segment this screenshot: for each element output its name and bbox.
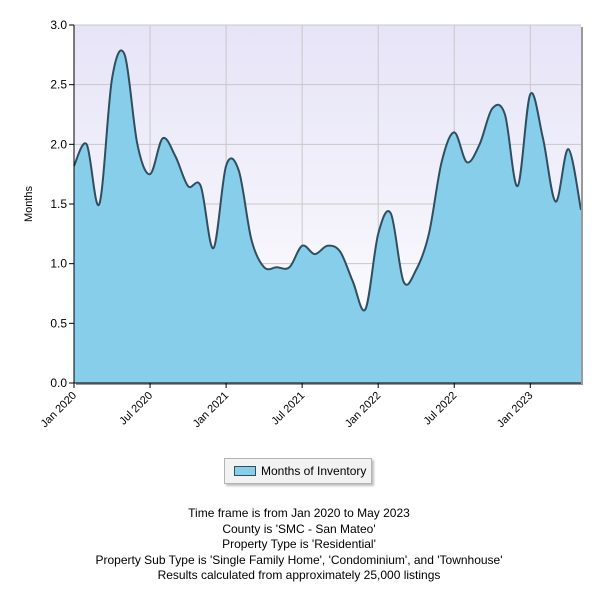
y-axis-title: Months bbox=[23, 185, 35, 222]
y-tick-label: 1.0 bbox=[50, 257, 67, 271]
chart: 0.0 0.5 1.0 1.5 2.0 2.5 3.0 Jan 2020 Jul 2020 Ja… bbox=[23, 18, 583, 430]
chart-captions: Time frame is from Jan 2020 to May 2023 … bbox=[0, 506, 598, 584]
y-tick-label: 2.5 bbox=[50, 78, 67, 92]
legend-label: Months of Inventory bbox=[261, 464, 367, 478]
y-tick-label: 3.0 bbox=[50, 18, 67, 32]
caption-property-type: Property Type is 'Residential' bbox=[222, 537, 376, 551]
x-tick-label: Jul 2022 bbox=[421, 390, 459, 428]
caption-county: County is 'SMC - San Mateo' bbox=[222, 521, 376, 536]
y-tick-label: 1.5 bbox=[50, 197, 67, 211]
series-line bbox=[73, 49, 582, 312]
x-tick-label: Jan 2020 bbox=[39, 390, 79, 430]
y-tick-label: 0.5 bbox=[50, 316, 67, 330]
y-tick-label: 0.0 bbox=[50, 376, 67, 390]
series-area bbox=[74, 50, 581, 383]
legend: Months of Inventory bbox=[224, 458, 372, 484]
x-tick-label: Jan 2021 bbox=[191, 390, 231, 430]
x-tick-label: Jan 2022 bbox=[343, 390, 383, 430]
x-tick-label: Jul 2021 bbox=[269, 390, 307, 428]
x-tick-label: Jul 2020 bbox=[117, 390, 155, 428]
y-tick-label: 2.0 bbox=[50, 137, 67, 151]
caption-time-frame: Time frame is from Jan 2020 to May 2023 bbox=[188, 506, 410, 520]
legend-swatch bbox=[234, 466, 256, 476]
x-tick-label: Jan 2023 bbox=[495, 390, 535, 430]
caption-listings-count: Results calculated from approximately 25… bbox=[157, 568, 441, 582]
caption-property-sub-type: Property Sub Type is 'Single Family Home… bbox=[95, 552, 503, 567]
